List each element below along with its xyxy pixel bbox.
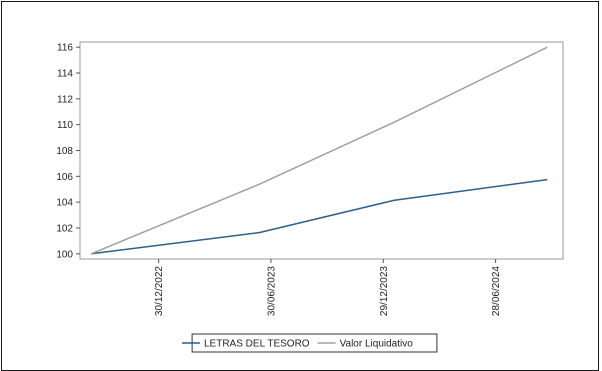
y-tick-label: 110 <box>57 120 73 131</box>
series-layer <box>90 46 548 255</box>
x-tick-label: 29/12/2023 <box>379 266 390 316</box>
x-tick-label: 30/12/2022 <box>154 266 165 316</box>
y-tick-label: 106 <box>56 172 73 183</box>
x-axis: 30/12/2022 30/06/2023 29/12/2023 28/06/2024 <box>154 259 502 316</box>
y-axis: 100 102 104 106 108 110 112 114 116 <box>56 43 80 260</box>
y-tick-label: 100 <box>56 249 73 260</box>
series-line-letras-del-tesoro <box>91 178 548 255</box>
legend-label: Valor Liquidativo <box>340 339 414 350</box>
y-tick-label: 112 <box>57 94 73 105</box>
series-line-valor-liquidativo <box>90 46 548 255</box>
y-tick-label: 108 <box>56 146 73 157</box>
legend: LETRAS DEL TESORO Valor Liquidativo <box>182 333 438 353</box>
y-tick-label: 102 <box>56 224 73 235</box>
y-tick-label: 116 <box>57 43 73 54</box>
y-tick-label: 114 <box>57 69 73 80</box>
x-tick-label: 28/06/2024 <box>491 266 502 316</box>
legend-label: LETRAS DEL TESORO <box>204 339 310 350</box>
y-tick-label: 104 <box>56 198 73 209</box>
x-tick-label: 30/06/2023 <box>266 266 277 316</box>
